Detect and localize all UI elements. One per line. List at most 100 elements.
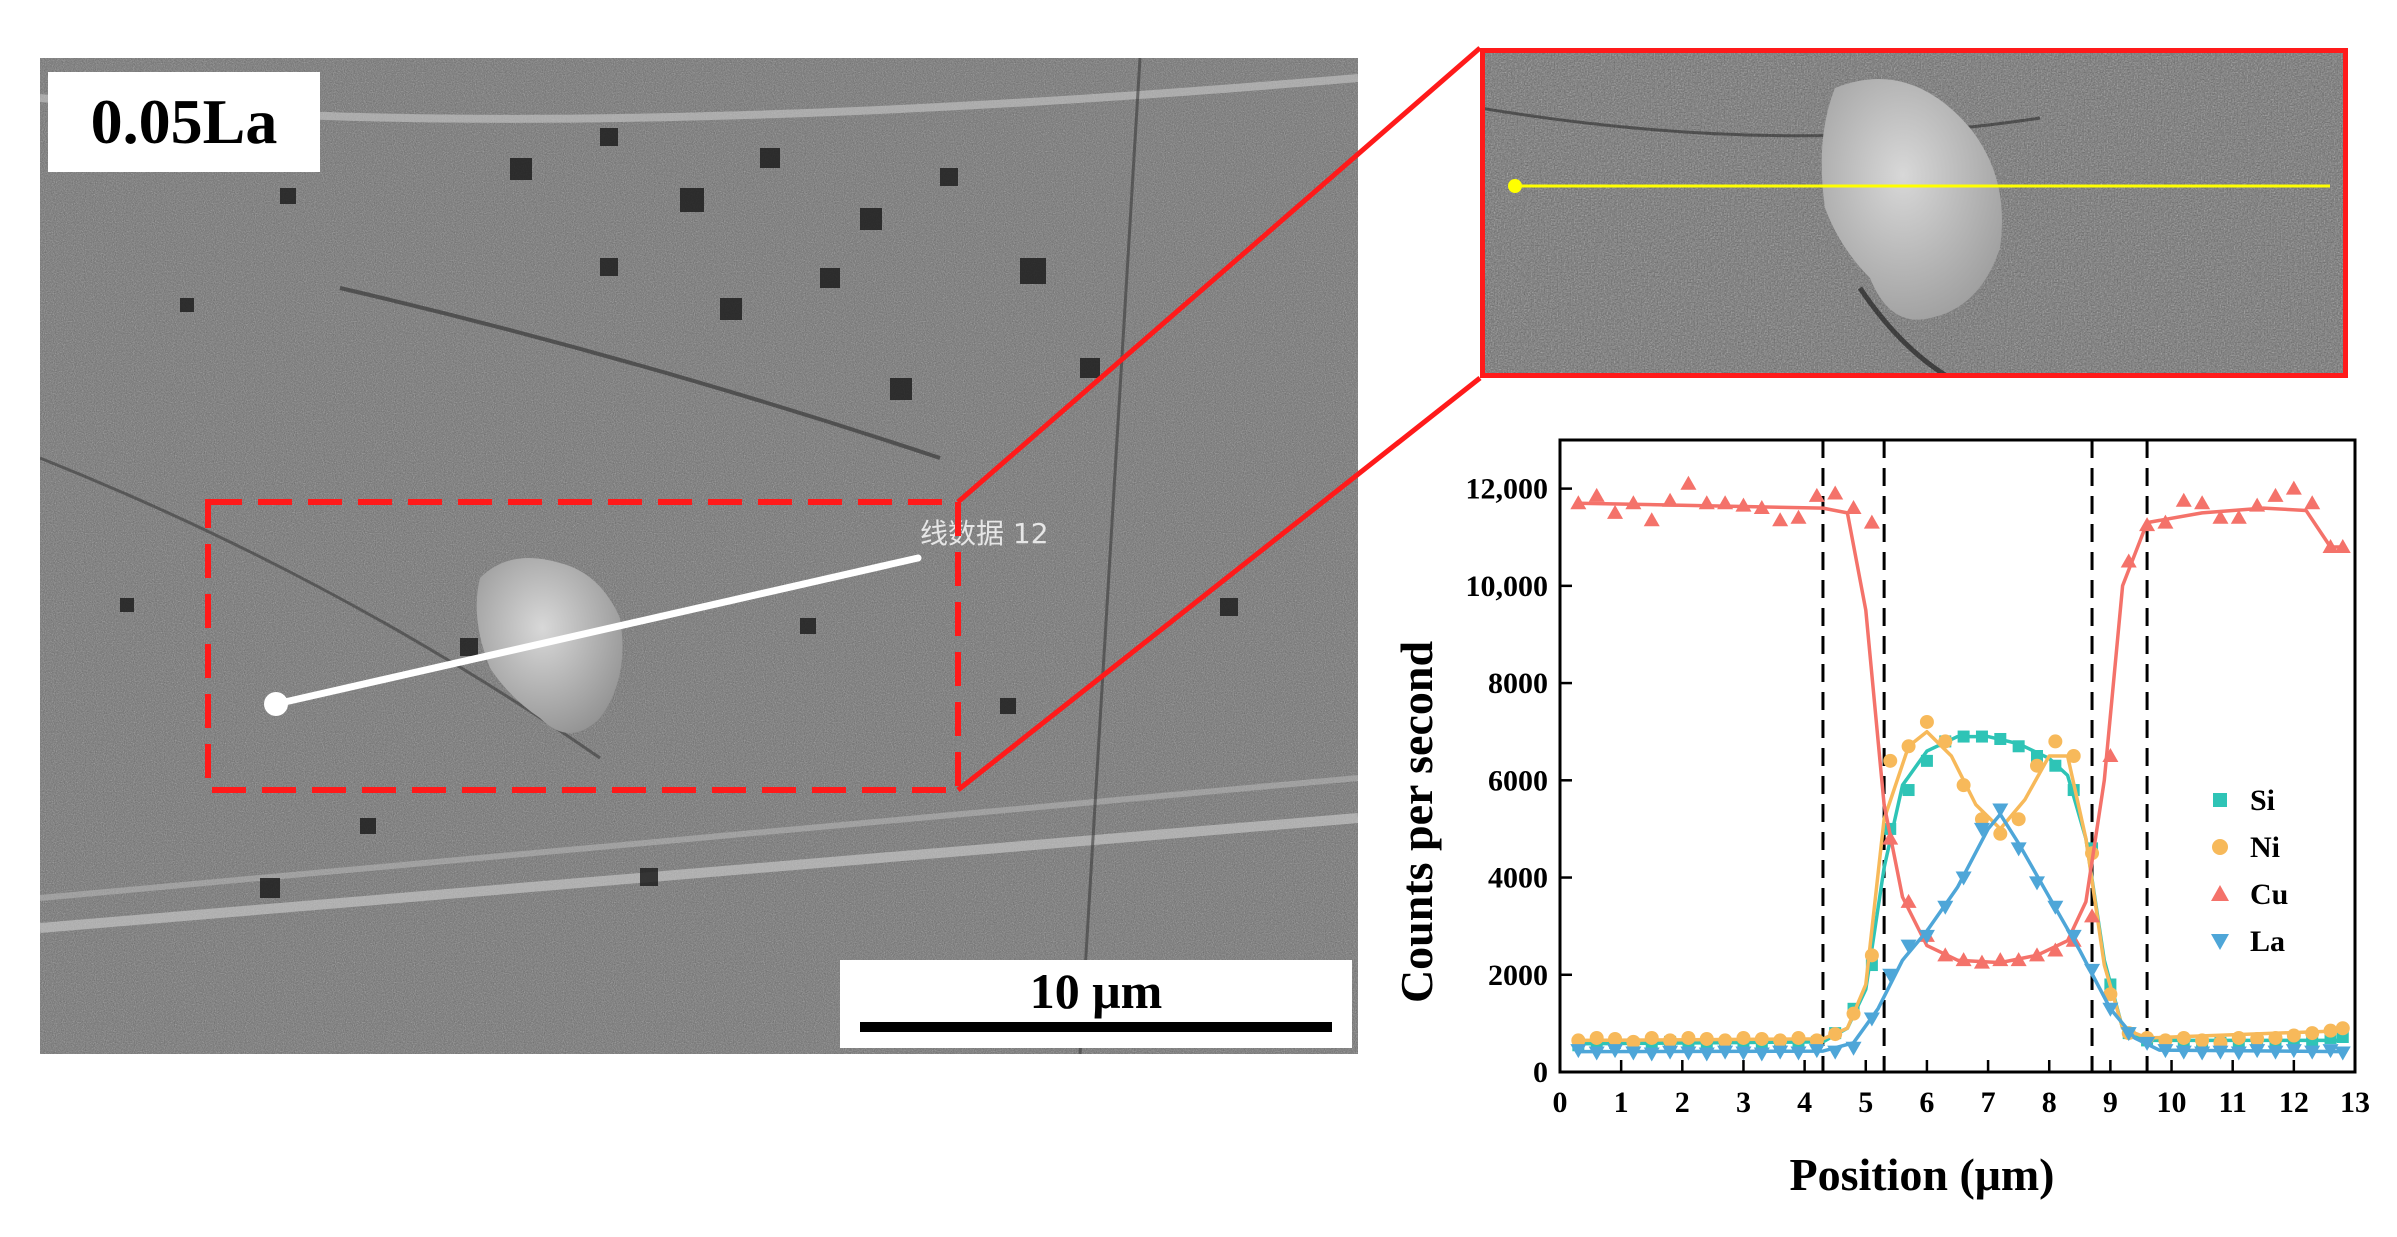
y-tick-label: 10,000 (1466, 570, 1549, 603)
data-point-ni (2195, 1033, 2210, 1048)
sample-label: 0.05La (90, 86, 278, 157)
data-point-la (1790, 1046, 1807, 1061)
scale-bar: 10 μm (840, 960, 1352, 1048)
data-point-la (1698, 1047, 1715, 1062)
data-point-cu (2120, 553, 2137, 568)
data-point-ni (1718, 1033, 1733, 1048)
data-point-la (1863, 1012, 1880, 1027)
data-point-cu (2230, 509, 2247, 524)
data-point-cu (2304, 495, 2321, 510)
data-point-la (2065, 929, 2082, 944)
data-point-cu (1753, 500, 1770, 515)
data-point-cu (1570, 495, 1587, 510)
x-tick-label: 7 (1981, 1086, 1996, 1119)
data-point-cu (2139, 517, 2156, 532)
legend-label-la: La (2250, 925, 2285, 958)
data-point-la (2157, 1044, 2174, 1059)
x-tick-label: 3 (1736, 1086, 1751, 1119)
zoom-frame (1480, 48, 2348, 378)
y-tick-label: 4000 (1488, 862, 1548, 895)
data-point-cu (1607, 504, 1624, 519)
data-point-la (2194, 1046, 2211, 1061)
x-tick-label: 1 (1614, 1086, 1629, 1119)
data-point-la (1570, 1044, 1587, 1059)
legend-label-ni: Ni (2250, 831, 2280, 864)
data-point-ni (2286, 1028, 2301, 1043)
data-point-la (1607, 1044, 1624, 1059)
x-tick-label: 11 (2219, 1086, 2247, 1119)
data-point-ni (1828, 1027, 1843, 1042)
data-point-ni (1644, 1030, 1659, 1045)
data-point-cu (1790, 509, 1807, 524)
data-point-la (2322, 1044, 2339, 1059)
data-point-cu (1698, 495, 1715, 510)
data-point-cu (1827, 485, 1844, 500)
data-point-cu (1955, 952, 1972, 967)
data-point-cu (1882, 830, 1899, 845)
data-point-la (2334, 1046, 2351, 1061)
data-point-ni (2158, 1033, 2173, 1048)
sample-label-box: 0.05La (48, 72, 320, 172)
data-point-cu (1662, 492, 1679, 507)
x-axis-label: Position (μm) (1790, 1149, 2055, 1200)
data-point-la (2304, 1045, 2321, 1060)
data-point-cu (2010, 952, 2027, 967)
data-point-cu (2212, 509, 2229, 524)
data-point-ni (1626, 1034, 1641, 1049)
data-point-cu (1845, 500, 1862, 515)
y-tick-label: 8000 (1488, 667, 1548, 700)
data-point-si (2012, 740, 2025, 753)
data-point-la (2102, 1002, 2119, 1017)
data-point-ni (1864, 948, 1879, 963)
data-point-cu (1900, 893, 1917, 908)
data-point-la (2029, 876, 2045, 891)
data-point-ni (1699, 1031, 1714, 1046)
data-point-cu (2194, 495, 2211, 510)
data-point-ni (1919, 714, 1934, 729)
data-point-la (1845, 1041, 1862, 1056)
zoom-inset (1480, 48, 2348, 378)
data-point-la (1918, 929, 1935, 944)
data-point-ni (2250, 1031, 2265, 1046)
x-tick-label: 6 (1919, 1086, 1934, 1119)
data-point-la (2267, 1045, 2284, 1060)
data-point-cu (1643, 512, 1660, 527)
zoom-particle (1821, 79, 2002, 320)
data-point-cu (2029, 947, 2045, 962)
x-tick-label: 5 (1858, 1086, 1873, 1119)
data-point-ni (1608, 1031, 1623, 1046)
legend-marker-la (2211, 934, 2229, 950)
data-point-la (1753, 1047, 1770, 1062)
data-point-si (2031, 750, 2043, 762)
data-point-la (1955, 871, 1972, 886)
data-point-si (2049, 759, 2062, 772)
data-point-si (1920, 754, 1933, 767)
data-point-ni (1571, 1033, 1586, 1048)
data-point-cu (1735, 497, 1752, 512)
data-point-ni (2048, 734, 2063, 749)
data-point-ni (1901, 739, 1916, 754)
y-tick-label: 12,000 (1466, 473, 1549, 506)
x-tick-label: 0 (1553, 1086, 1568, 1119)
y-axis-label: Counts per second (1391, 641, 1442, 1004)
data-point-cu (2334, 538, 2351, 553)
data-point-cu (2084, 908, 2101, 923)
data-point-ni (1846, 1006, 1861, 1021)
data-point-cu (1717, 495, 1734, 510)
data-point-ni (1809, 1033, 1824, 1048)
data-point-la (1973, 822, 1990, 837)
scale-bar-line (860, 1022, 1332, 1032)
data-point-la (1662, 1045, 1679, 1060)
fit-line-la (1578, 812, 2343, 1054)
data-point-la (1680, 1046, 1697, 1061)
sem-texture (40, 58, 1358, 1054)
line-scan-chart: 0 1 2 3 4 5 6 7 8 9 10 11 12 130200040006000800010,00… (1391, 438, 2370, 1200)
data-point-ni (2268, 1030, 2283, 1045)
data-point-cu (1973, 954, 1990, 969)
data-point-la (1717, 1045, 1734, 1060)
data-point-cu (2285, 480, 2302, 495)
data-point-la (1937, 900, 1954, 915)
legend-label-cu: Cu (2250, 878, 2288, 911)
data-point-cu (2267, 487, 2284, 502)
data-point-la (1808, 1044, 1825, 1059)
